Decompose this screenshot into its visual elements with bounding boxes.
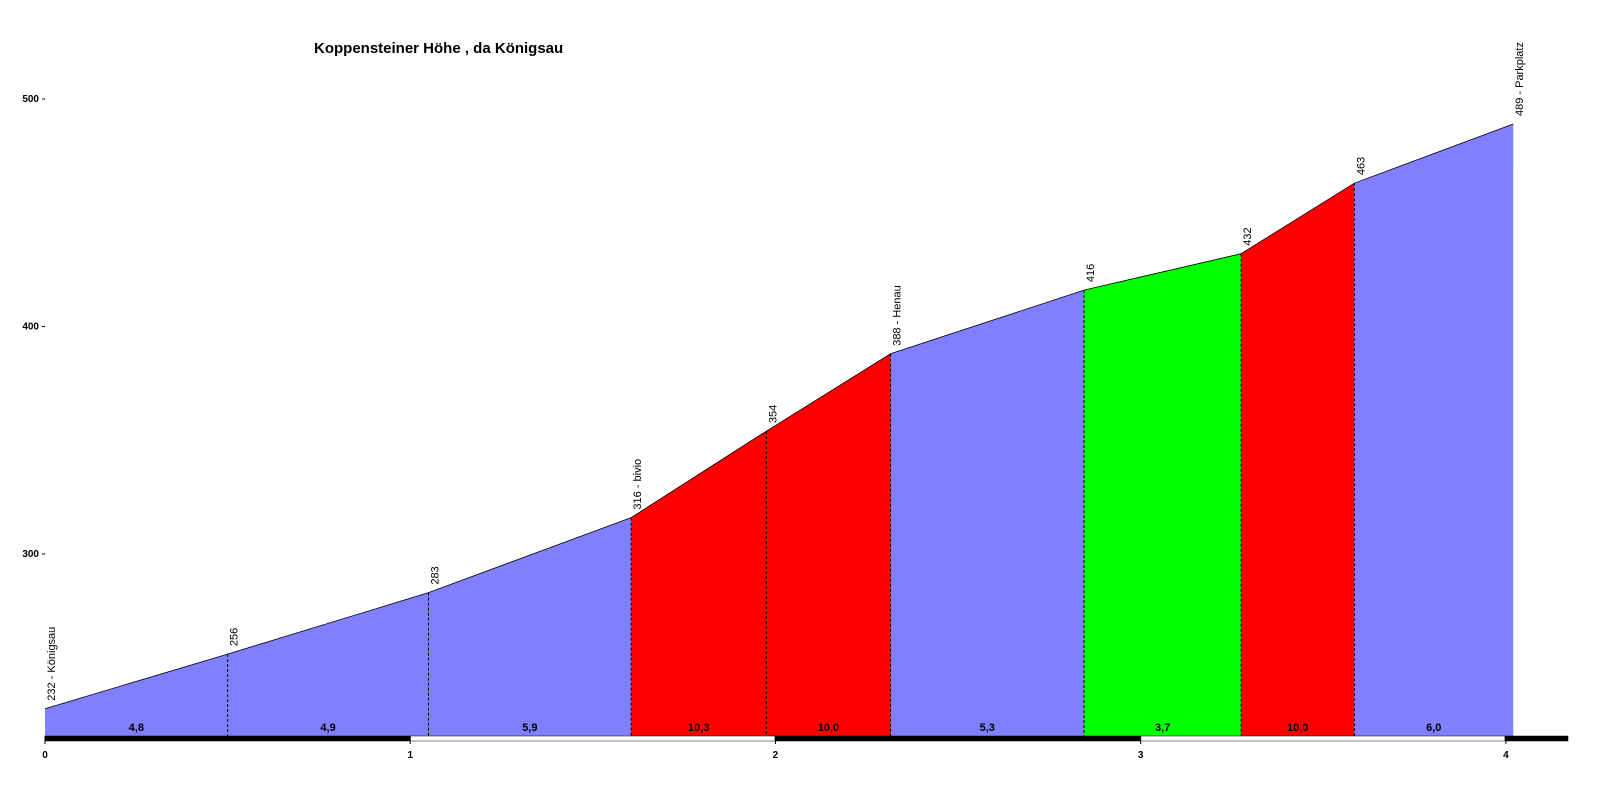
distance-bar xyxy=(774,735,1141,742)
segment-area xyxy=(631,431,767,736)
point-label: 416 xyxy=(1085,264,1097,282)
point-label: 489 - Parkplatz xyxy=(1514,42,1526,116)
y-tick-label: 300 xyxy=(22,549,39,560)
segment-area xyxy=(428,517,632,736)
x-tick-label: 3 xyxy=(1138,750,1144,761)
chart-title: Koppensteiner Höhe , da Königsau xyxy=(314,40,563,57)
x-tick-label: 1 xyxy=(407,750,413,761)
x-tick-label: 2 xyxy=(773,750,779,761)
distance-bar xyxy=(1504,735,1569,742)
distance-bar xyxy=(44,735,411,742)
point-label: 316 - bivio xyxy=(632,459,644,510)
segment-area xyxy=(1241,183,1355,737)
distance-bar xyxy=(409,735,776,742)
y-tick-label: 400 xyxy=(22,322,39,333)
gradient-label: 10,0 xyxy=(1287,722,1308,734)
segment-area xyxy=(45,654,228,736)
gradient-label: 6,0 xyxy=(1426,722,1441,734)
point-label: 283 xyxy=(429,566,441,584)
segment-area xyxy=(766,353,891,736)
x-tick-label: 0 xyxy=(42,750,48,761)
gradient-label: 5,9 xyxy=(522,722,537,734)
segment-area xyxy=(227,592,429,736)
point-label: 232 - Königsau xyxy=(46,627,58,701)
segment-area xyxy=(890,290,1085,736)
gradient-label: 10,0 xyxy=(818,722,839,734)
y-tick-label: 500 xyxy=(22,94,39,105)
point-label: 388 - Henau xyxy=(892,285,904,346)
segment-area xyxy=(1354,124,1514,736)
profile-line xyxy=(44,123,1514,710)
point-label: 432 xyxy=(1242,227,1254,245)
point-label: 463 xyxy=(1355,157,1367,175)
gradient-label: 4,8 xyxy=(129,722,144,734)
segment-area xyxy=(1084,253,1242,736)
gradient-label: 4,9 xyxy=(320,722,335,734)
distance-bar xyxy=(1139,735,1506,742)
gradient-label: 10,3 xyxy=(688,722,709,734)
gradient-label: 5,3 xyxy=(980,722,995,734)
x-tick-label: 4 xyxy=(1503,750,1509,761)
gradient-label: 3,7 xyxy=(1155,722,1170,734)
point-label: 256 xyxy=(229,628,241,646)
point-label: 354 xyxy=(767,405,779,423)
